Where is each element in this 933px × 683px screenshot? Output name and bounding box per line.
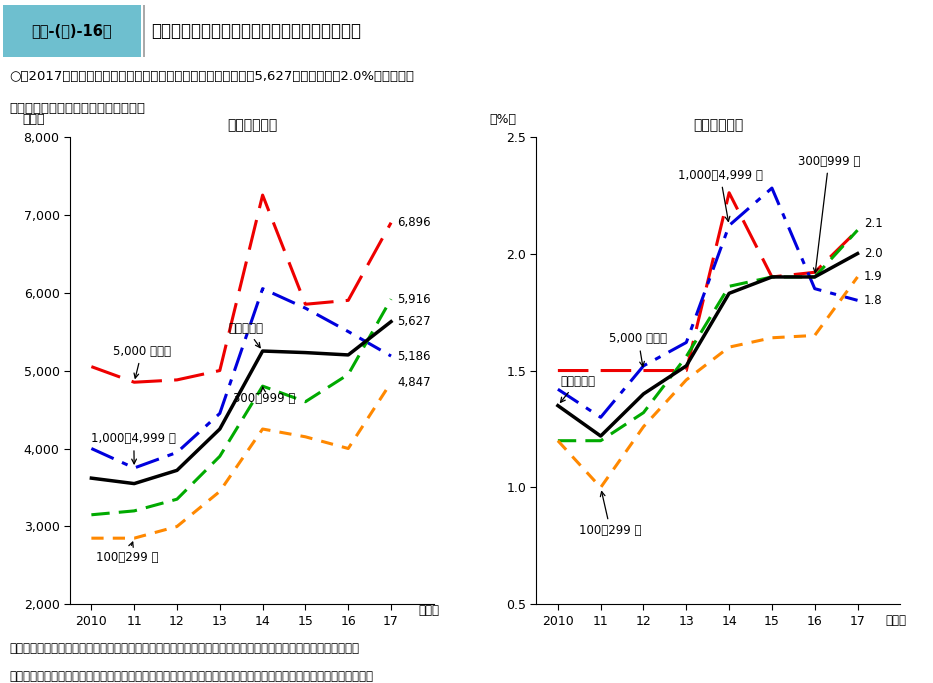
Text: （注）　賃金の改定を実施し又は予定していて額も決定している企業及び賃金の改定を実施しない企業を集計した。: （注） 賃金の改定を実施し又は予定していて額も決定している企業及び賃金の改定を実… (9, 670, 373, 683)
Text: 1,000～4,999 人: 1,000～4,999 人 (91, 432, 176, 464)
Text: 2.0: 2.0 (864, 247, 883, 260)
Text: 第１-(３)-16図: 第１-(３)-16図 (32, 23, 112, 38)
Text: （%）: （%） (489, 113, 516, 126)
Text: 100～299 人: 100～299 人 (96, 542, 159, 563)
Title: 賃金の改定率: 賃金の改定率 (693, 119, 744, 133)
Text: 企業規模計: 企業規模計 (560, 374, 595, 402)
Text: （年）: （年） (419, 604, 439, 617)
Bar (3, 5, 141, 57)
Text: 5,916: 5,916 (397, 292, 431, 305)
Text: （円）: （円） (22, 113, 45, 126)
Text: 企業規模計: 企業規模計 (229, 322, 263, 348)
Text: 6,896: 6,896 (397, 217, 431, 229)
Text: 1.8: 1.8 (864, 294, 883, 307)
Bar (143, 5, 145, 57)
Text: 2.1: 2.1 (864, 217, 883, 229)
Text: ○　2017年の一人当たり平均賃金の改定額（予定を含む。）は5,627円、改定率は2.0%となり、前: ○ 2017年の一人当たり平均賃金の改定額（予定を含む。）は5,627円、改定率… (9, 70, 414, 83)
Text: 300～999 人: 300～999 人 (232, 387, 295, 406)
Text: 100～299 人: 100～299 人 (579, 492, 642, 538)
Text: 5,627: 5,627 (397, 315, 431, 328)
Text: 資料出所　厚生労働省「賃金引上げ等の実態に関する調査」をもとに厚生労働省労働政策担当参事官室にて作成: 資料出所 厚生労働省「賃金引上げ等の実態に関する調査」をもとに厚生労働省労働政策… (9, 642, 359, 655)
Text: 1,000～4,999 人: 1,000～4,999 人 (677, 169, 762, 221)
Text: 5,186: 5,186 (397, 350, 431, 363)
Text: 300～999 人: 300～999 人 (798, 154, 860, 273)
Text: 一人当たり平均賃金の改定額及び改定率の推移: 一人当たり平均賃金の改定額及び改定率の推移 (151, 22, 361, 40)
Text: 1.9: 1.9 (864, 270, 883, 283)
Title: 賃金の改定額: 賃金の改定額 (227, 119, 277, 133)
Text: 5,000 人以上: 5,000 人以上 (609, 333, 667, 366)
Text: 5,000 人以上: 5,000 人以上 (113, 345, 171, 378)
Text: 4,847: 4,847 (397, 376, 431, 389)
Text: （年）: （年） (885, 614, 906, 628)
Text: 年を上回る賃金の引上げとなった。: 年を上回る賃金の引上げとなった。 (9, 102, 146, 115)
